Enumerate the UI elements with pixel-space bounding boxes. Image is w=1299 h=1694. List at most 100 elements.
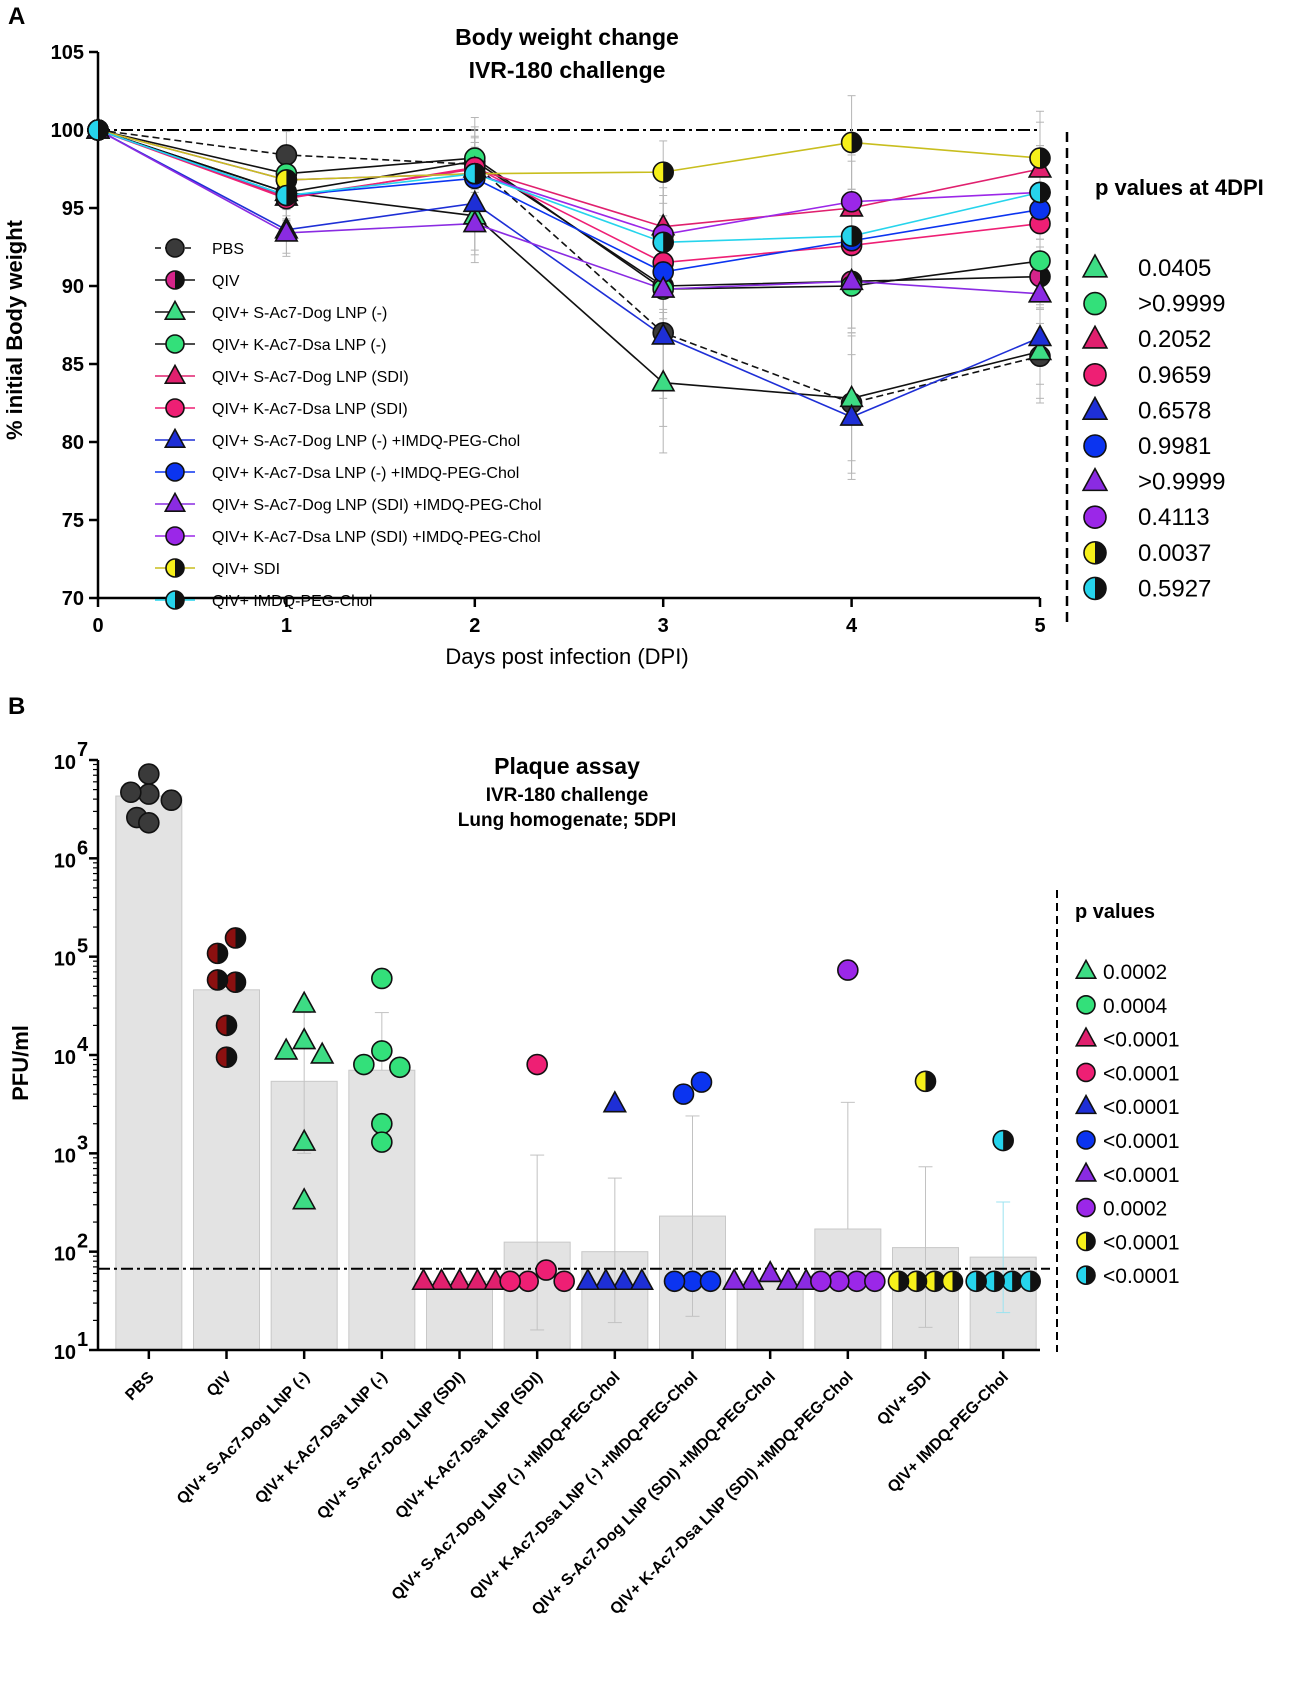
panel-a-pvalue-header: p values at 4DPI: [1095, 175, 1264, 200]
panel-b-bar: [193, 989, 260, 1351]
panel-a-pvalue-marker: [1083, 362, 1107, 387]
panel-a-pvalue-marker-outline: [1083, 540, 1107, 565]
panel-b-ytick-label: 10: [54, 1244, 76, 1266]
panel-b-point-left: [888, 1271, 899, 1292]
panel-b-point: [1001, 1270, 1023, 1293]
panel-a-pvalue: >0.9999: [1138, 469, 1225, 496]
panel-b-point: [810, 1270, 832, 1293]
panel-a-legend-label: QIV+ S-Ac7-Dog LNP (SDI) +IMDQ-PEG-Chol: [212, 497, 542, 514]
panel-b-point: [758, 1260, 783, 1283]
panel-b-point-outline: [206, 969, 229, 991]
panel-b-pvalue-marker: [1076, 994, 1096, 1015]
panel-b-ytick-label: 10: [54, 1145, 76, 1167]
panel-a-point-left: [653, 162, 664, 183]
panel-a-legend-marker: [163, 427, 187, 448]
panel-b-point-left: [207, 943, 218, 964]
panel-b-point: [965, 1270, 987, 1293]
panel-b-pvalue: <0.0001: [1103, 1062, 1180, 1085]
panel-b-bar: [736, 1280, 804, 1351]
panel-b-point: [699, 1270, 722, 1293]
panel-a-xlabel: Days post infection (DPI): [445, 644, 688, 669]
panel-a-legend-label: QIV+ K-Ac7-Dsa LNP (-) +IMDQ-PEG-Chol: [212, 465, 519, 482]
panel-a-pvalue-marker: [1081, 324, 1109, 349]
panel-b-point: [224, 971, 247, 993]
panel-b-category-label: QIV+ K-Ac7-Dsa LNP (-): [252, 1369, 390, 1507]
panel-b-point: [371, 1112, 393, 1135]
panel-b-ytick-label: 10: [54, 949, 76, 971]
panel-a-point: [1029, 250, 1051, 272]
panel-a-point-left: [464, 163, 475, 184]
panel-a-legend-marker: [165, 334, 185, 354]
panel-b-point-outline: [1019, 1270, 1041, 1293]
panel-b-pvalue-marker: [1074, 1026, 1098, 1047]
panel-b-ytick-exponent: 4: [77, 1034, 89, 1056]
panel-a-pvalue-marker: [1083, 540, 1107, 565]
panel-b-point: [274, 1037, 299, 1060]
panel-b-point: [215, 1014, 238, 1037]
panel-b-bar: [115, 795, 183, 1351]
panel-a-legend-marker-left: [166, 591, 175, 609]
panel-b-point-outline: [887, 1270, 910, 1293]
panel-b-point-left: [1020, 1271, 1031, 1292]
panel-b-category-label: QIV+ K-Ac7-Dsa LNP (SDI): [392, 1369, 546, 1523]
panel-b-pvalue-marker: [1076, 1197, 1096, 1218]
panel-b-point: [864, 1270, 886, 1293]
panel-a-point: [274, 219, 299, 242]
panel-b-point: [602, 1090, 627, 1113]
panel-b-point: [206, 969, 229, 991]
panel-b-category-label: QIV+ S-Ac7-Dog LNP (SDI): [314, 1369, 468, 1523]
panel-a-series-line: [97, 129, 1041, 264]
panel-b-point: [992, 1129, 1014, 1152]
panel-b-point: [681, 1270, 704, 1293]
panel-a-point: [275, 169, 298, 191]
panel-b-category-label: QIV+ SDI: [874, 1369, 934, 1429]
panel-b-pvalue-marker: [1074, 1093, 1098, 1115]
panel-a-point: [1027, 280, 1053, 303]
panel-a-legend-marker: [165, 462, 185, 482]
panel-b-point: [215, 1046, 238, 1068]
panel-a-legend-label: QIV+ K-Ac7-Dsa LNP (-): [212, 337, 386, 354]
panel-a-point-left: [1030, 182, 1040, 203]
panel-a-point: [840, 131, 863, 154]
panel-a-title: Body weight change: [455, 24, 679, 50]
panel-b-pvalue: <0.0001: [1103, 1265, 1180, 1288]
panel-b-ytick-exponent: 3: [77, 1132, 88, 1154]
panel-b-point: [887, 1270, 910, 1293]
panel-a-xtick-label: 5: [1034, 615, 1045, 637]
panel-b-point-left: [207, 969, 218, 990]
panel-b-point: [517, 1270, 539, 1293]
panel-a-legend-marker: [165, 526, 185, 546]
panel-a-legend-marker-outline: [165, 590, 185, 610]
panel-b-point-left: [216, 1015, 227, 1036]
panel-b-point-outline: [914, 1070, 937, 1093]
panel-a-point: [651, 369, 676, 392]
panel-b-pvalue: 0.0002: [1103, 1198, 1167, 1221]
panel-a-pvalue: >0.9999: [1138, 291, 1225, 318]
panel-b-point: [593, 1267, 618, 1291]
panel-b-point: [120, 781, 142, 804]
panel-b-point-outline: [992, 1129, 1014, 1152]
panel-b-letter: B: [8, 693, 25, 720]
panel-b-point: [740, 1267, 765, 1291]
panel-b-point: [292, 1027, 317, 1050]
panel-b-pvalue: 0.0002: [1103, 961, 1167, 984]
panel-a-point: [839, 403, 864, 426]
panel-b-point-left: [1002, 1271, 1013, 1292]
panel-b-point: [292, 1187, 317, 1210]
panel-b-category-label: PBS: [122, 1369, 158, 1405]
panel-b-point: [138, 763, 160, 785]
panel-b-point: [160, 789, 183, 812]
panel-a-letter: A: [8, 3, 25, 30]
panel-a-xtick-label: 0: [92, 615, 103, 637]
panel-a-pvalue: 0.0037: [1138, 540, 1211, 567]
panel-a-xtick-label: 4: [846, 615, 858, 637]
panel-a-point: [651, 322, 676, 345]
panel-a-pvalue-marker-left: [1084, 541, 1095, 564]
panel-a-point: [652, 231, 675, 254]
panel-b-pvalue: <0.0001: [1103, 1164, 1180, 1187]
panel-b-pvalue-marker-left: [1077, 1232, 1086, 1251]
panel-a-point: [1029, 147, 1051, 169]
panel-a-xtick-label: 3: [658, 615, 669, 637]
panel-a-pvalue-marker: [1081, 466, 1109, 492]
